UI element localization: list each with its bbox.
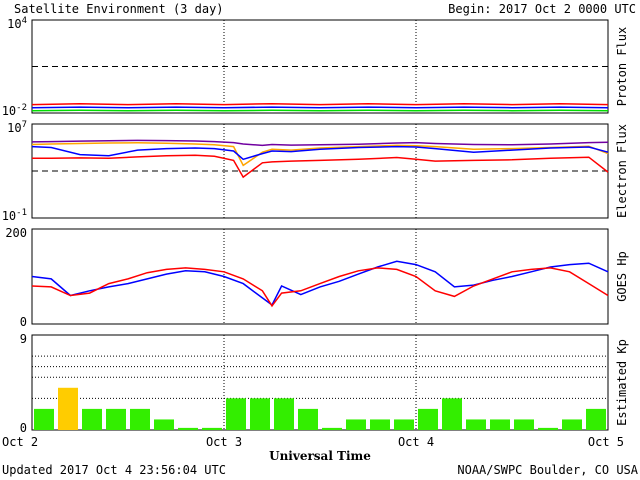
kp-bar bbox=[538, 427, 558, 430]
panel-frame-2 bbox=[31, 123, 609, 219]
y-tick-label: 10-1 bbox=[2, 208, 27, 223]
y-axis-label: Proton Flux bbox=[615, 27, 629, 106]
kp-bar bbox=[586, 408, 606, 430]
x-tick-label: Oct 3 bbox=[206, 435, 242, 449]
kp-bar bbox=[442, 398, 462, 430]
kp-bar bbox=[82, 408, 102, 430]
y-tick-label: 0 bbox=[20, 315, 27, 329]
kp-bar bbox=[34, 408, 54, 430]
kp-bar bbox=[274, 398, 294, 430]
kp-bar bbox=[418, 408, 438, 430]
y-axis-label: GOES Hp bbox=[615, 251, 629, 302]
kp-bar bbox=[250, 398, 270, 430]
x-tick-label: Oct 5 bbox=[588, 435, 624, 449]
x-tick-label: Oct 2 bbox=[2, 435, 38, 449]
series-line-red bbox=[31, 102, 609, 106]
kp-bar bbox=[394, 419, 414, 430]
series-line-purple bbox=[31, 139, 609, 147]
kp-bar bbox=[346, 419, 366, 430]
kp-bar bbox=[106, 408, 126, 430]
kp-bar bbox=[490, 419, 510, 430]
y-tick-label: 0 bbox=[20, 421, 27, 435]
panel-frame-4 bbox=[31, 334, 609, 431]
series-line-orange bbox=[31, 142, 609, 167]
kp-bar bbox=[322, 427, 342, 430]
kp-bar bbox=[178, 427, 198, 430]
y-tick-label: 107 bbox=[7, 120, 27, 135]
y-axis-label: Electron Flux bbox=[615, 124, 629, 218]
panel-frame-3 bbox=[31, 228, 609, 325]
series-line-red bbox=[32, 154, 609, 179]
kp-bar bbox=[202, 427, 222, 430]
kp-bar bbox=[130, 408, 150, 430]
series-line-blue bbox=[31, 106, 609, 109]
y-tick-label: 200 bbox=[5, 226, 27, 240]
kp-bar bbox=[562, 419, 582, 430]
panel-frame-1 bbox=[31, 19, 609, 114]
y-tick-label: 9 bbox=[20, 332, 27, 346]
updated-timestamp: Updated 2017 Oct 4 23:56:04 UTC bbox=[2, 463, 226, 477]
kp-bar bbox=[226, 398, 246, 430]
kp-bar bbox=[466, 419, 486, 430]
kp-bar bbox=[298, 408, 318, 430]
begin-date: Begin: 2017 Oct 2 0000 UTC bbox=[448, 2, 636, 16]
kp-bar bbox=[154, 419, 174, 430]
series-line-blue bbox=[31, 260, 609, 307]
series-line-red bbox=[31, 267, 609, 308]
kp-bar bbox=[370, 419, 390, 430]
credit: NOAA/SWPC Boulder, CO USA bbox=[457, 463, 638, 477]
series-line-blue bbox=[31, 145, 609, 161]
chart-title: Satellite Environment (3 day) bbox=[14, 2, 224, 16]
x-tick-label: Oct 4 bbox=[398, 435, 434, 449]
panels: 104 10-2 Proton Flux 107 10-1 Electron Flux 20… bbox=[2, 16, 629, 449]
kp-bar bbox=[58, 387, 78, 430]
y-tick-label: 10-2 bbox=[2, 103, 27, 118]
y-axis-label: Estimated Kp bbox=[615, 339, 629, 426]
kp-bar bbox=[514, 419, 534, 430]
x-axis-label: Universal Time bbox=[269, 449, 371, 463]
y-tick-label: 104 bbox=[7, 16, 27, 31]
